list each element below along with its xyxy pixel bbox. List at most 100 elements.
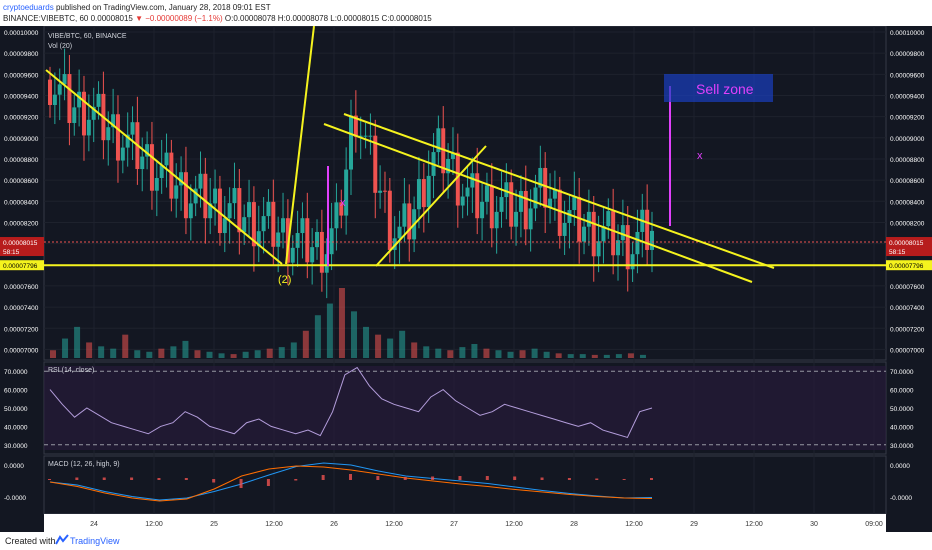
y-tick-label-right: 0.00008400 bbox=[890, 199, 925, 206]
volume-bar bbox=[351, 311, 357, 358]
candle-body bbox=[533, 187, 538, 209]
tradingview-brand[interactable]: TradingView bbox=[70, 536, 120, 546]
y-tick-label-right: 0.00007000 bbox=[890, 347, 925, 354]
y-tick-label-left: 0.00007600 bbox=[4, 284, 39, 291]
macd-tick-left: 0.0000 bbox=[4, 463, 24, 470]
trendline-impulse bbox=[285, 26, 315, 265]
tradingview-logo-icon bbox=[55, 534, 69, 548]
x-tick-label: 27 bbox=[450, 521, 458, 528]
countdown-left: 58:15 bbox=[3, 249, 20, 256]
macd-histogram-bar bbox=[102, 477, 106, 480]
candle-body bbox=[222, 218, 227, 234]
candle-body bbox=[378, 190, 383, 193]
volume-bar bbox=[483, 348, 490, 358]
candle-body bbox=[319, 231, 324, 273]
volume-bar bbox=[146, 351, 153, 358]
candle-body bbox=[179, 172, 184, 186]
volume-bar bbox=[266, 348, 273, 358]
y-tick-label-left: 0.00009600 bbox=[4, 72, 39, 79]
macd-histogram-bar bbox=[266, 479, 270, 486]
candle-body bbox=[538, 167, 543, 188]
macd-histogram-bar bbox=[239, 479, 243, 488]
candle-body bbox=[96, 93, 101, 107]
sell-zone-box bbox=[664, 74, 773, 102]
macd-histogram-bar bbox=[595, 478, 599, 480]
candle-body bbox=[397, 226, 402, 239]
volume-bar bbox=[519, 350, 526, 358]
macd-histogram-bar bbox=[458, 476, 462, 480]
pane-border bbox=[43, 26, 887, 361]
volume-bar bbox=[459, 347, 466, 358]
chart-canvas[interactable]: 0.00010000 0.00010000 0.00009800 0.00009800… bbox=[0, 26, 932, 532]
candle-body bbox=[421, 179, 426, 208]
macd-histogram-bar bbox=[184, 478, 188, 480]
candle-body bbox=[630, 254, 635, 270]
volume-bar bbox=[122, 334, 129, 358]
candle-body bbox=[591, 211, 596, 257]
candle-body bbox=[154, 178, 159, 191]
candle-body bbox=[290, 247, 295, 263]
rsi-tick-left: 50.0000 bbox=[4, 406, 28, 413]
candle-body bbox=[368, 135, 373, 137]
current-price-right: 0.00008015 bbox=[889, 240, 924, 247]
candle-body bbox=[620, 225, 625, 241]
candle-body bbox=[213, 188, 218, 204]
volume-bar bbox=[110, 348, 117, 358]
volume-bar bbox=[387, 338, 394, 358]
macd-histogram-bar bbox=[485, 476, 489, 480]
author-link[interactable]: cryptoeduards bbox=[3, 3, 54, 12]
chart-title: VIBE/BTC, 60, BINANCE bbox=[48, 33, 127, 40]
x-tick-label: 28 bbox=[570, 521, 578, 528]
annotation-x-right: x bbox=[697, 150, 703, 162]
candle-body bbox=[232, 188, 237, 204]
candle-body bbox=[446, 158, 451, 174]
candle-body bbox=[455, 152, 460, 206]
candle-body bbox=[504, 182, 509, 198]
candle-body bbox=[635, 231, 640, 255]
candle-body bbox=[315, 231, 320, 248]
candle-body bbox=[470, 173, 475, 188]
trendline-channel-lower bbox=[323, 123, 753, 283]
volume-bar bbox=[495, 350, 502, 358]
volume-bar bbox=[134, 350, 141, 358]
candle-body bbox=[475, 173, 480, 219]
candle-body bbox=[208, 203, 213, 219]
y-tick-label-left: 0.00008200 bbox=[4, 220, 39, 227]
support-label-box-right bbox=[886, 260, 932, 271]
candle-body bbox=[572, 197, 577, 211]
ohlc-values: O:0.00008078 H:0.00008078 L:0.00008015 C… bbox=[224, 14, 432, 23]
volume-bar bbox=[471, 344, 478, 358]
volume-bar bbox=[447, 350, 454, 358]
symbol-info: BINANCE:VIBEBTC, 60 0.00008015 ▼ −0.0000… bbox=[3, 14, 432, 23]
volume-bar bbox=[567, 354, 574, 358]
candle-body bbox=[499, 197, 504, 212]
rsi-tick-right: 50.0000 bbox=[890, 406, 914, 413]
x-tick-label: 30 bbox=[810, 521, 818, 528]
candle-body bbox=[164, 152, 169, 166]
candle-body bbox=[266, 201, 271, 217]
candle-body bbox=[480, 201, 485, 219]
x-tick-label: 12:00 bbox=[265, 521, 283, 528]
volume-bar bbox=[531, 348, 538, 358]
y-tick-label-left: 0.00009400 bbox=[4, 93, 39, 100]
rsi-tick-right: 60.0000 bbox=[890, 388, 914, 395]
candle-body bbox=[198, 173, 203, 189]
x-tick-label: 12:00 bbox=[385, 521, 403, 528]
candle-body bbox=[349, 115, 353, 170]
x-tick-label: 26 bbox=[330, 521, 338, 528]
candle-body bbox=[183, 172, 188, 219]
support-price-right: 0.00007796 bbox=[889, 263, 924, 270]
candle-body bbox=[106, 127, 111, 141]
candle-body bbox=[645, 209, 650, 250]
candle-body bbox=[523, 190, 528, 230]
x-tick-label: 12:00 bbox=[625, 521, 643, 528]
candle-body bbox=[514, 211, 519, 227]
candle-body bbox=[86, 119, 91, 136]
current-price-box-right bbox=[886, 237, 932, 257]
y-tick-label-left: 0.00007200 bbox=[4, 326, 39, 333]
volume-bar bbox=[603, 354, 610, 358]
macd-histogram-bar bbox=[157, 478, 161, 480]
chart-header: cryptoeduards published on TradingView.c… bbox=[0, 0, 932, 26]
candle-body bbox=[130, 122, 135, 135]
price-change: ▼ −0.00000089 (−1.1%) bbox=[135, 14, 223, 23]
